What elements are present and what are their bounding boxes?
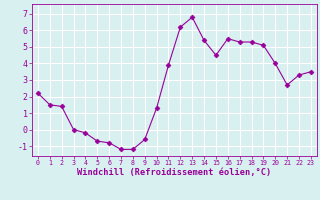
X-axis label: Windchill (Refroidissement éolien,°C): Windchill (Refroidissement éolien,°C) bbox=[77, 168, 272, 177]
